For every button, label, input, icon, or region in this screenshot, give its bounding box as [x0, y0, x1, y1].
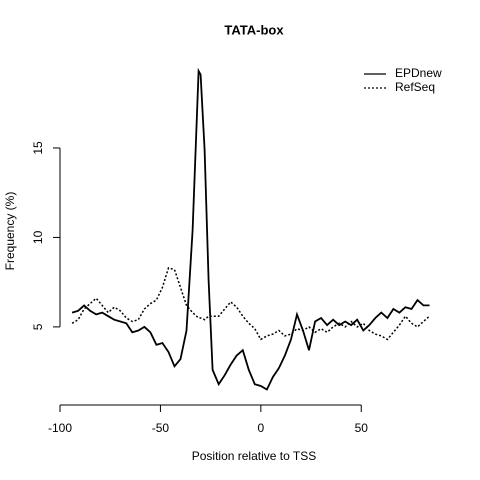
y-tick-label: 5 — [31, 323, 45, 330]
y-tick-label: 10 — [31, 230, 45, 244]
x-tick-label: -100 — [48, 421, 72, 435]
y-axis-label: Frequency (%) — [3, 192, 17, 271]
series-line — [71, 67, 430, 391]
x-tick-label: -50 — [152, 421, 170, 435]
y-tick-label: 15 — [31, 141, 45, 155]
series-line — [71, 266, 430, 341]
x-axis-label: Position relative to TSS — [192, 449, 317, 463]
chart-title: TATA-box — [224, 22, 284, 37]
legend-label: EPDnew — [395, 66, 442, 80]
legend-label: RefSeq — [395, 80, 435, 94]
x-tick-label: 50 — [355, 421, 369, 435]
x-tick-label: 0 — [257, 421, 264, 435]
